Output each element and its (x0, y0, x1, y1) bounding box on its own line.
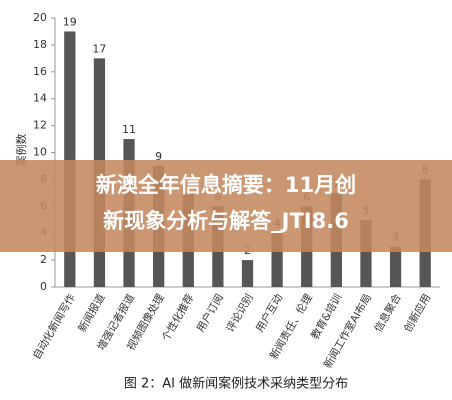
value-label: 19 (63, 15, 77, 28)
y-tick-label: 2 (40, 253, 47, 266)
caption: 图 2：AI 做新闻案例技术采纳类型分布 (124, 376, 348, 392)
y-tick-label: 20 (33, 11, 47, 24)
bar (64, 31, 76, 288)
bar (271, 233, 283, 287)
overlay-text: 新澳全年信息摘要：11月创 (96, 173, 356, 197)
x-tick-label: 信息聚合 (372, 291, 405, 334)
x-tick-label: 自动化新闻写作 (30, 291, 78, 362)
value-label: 9 (155, 150, 162, 163)
y-tick-label: 0 (40, 280, 47, 293)
y-tick-label: 14 (33, 92, 47, 105)
overlay-text: 新现象分析与解答_JTI8.6 (103, 209, 349, 233)
x-tick-label: 用户互动 (253, 292, 285, 335)
overlay-banner (0, 160, 452, 252)
x-tick-label: 评论识别 (223, 292, 255, 335)
y-tick-label: 12 (33, 119, 47, 132)
x-tick-label: 新闻报道 (75, 291, 108, 334)
bar (360, 219, 372, 287)
value-label: 11 (122, 123, 136, 136)
bar (389, 246, 402, 287)
x-tick-label: 用户订阅 (194, 292, 226, 335)
y-axis-label: 案例数 (14, 134, 28, 167)
bar (241, 260, 254, 287)
y-tick-label: 18 (33, 38, 47, 51)
value-label: 17 (92, 42, 106, 55)
x-tick-label: 创新应用 (401, 292, 433, 335)
y-tick-label: 10 (33, 146, 47, 159)
y-tick-label: 16 (33, 65, 47, 78)
